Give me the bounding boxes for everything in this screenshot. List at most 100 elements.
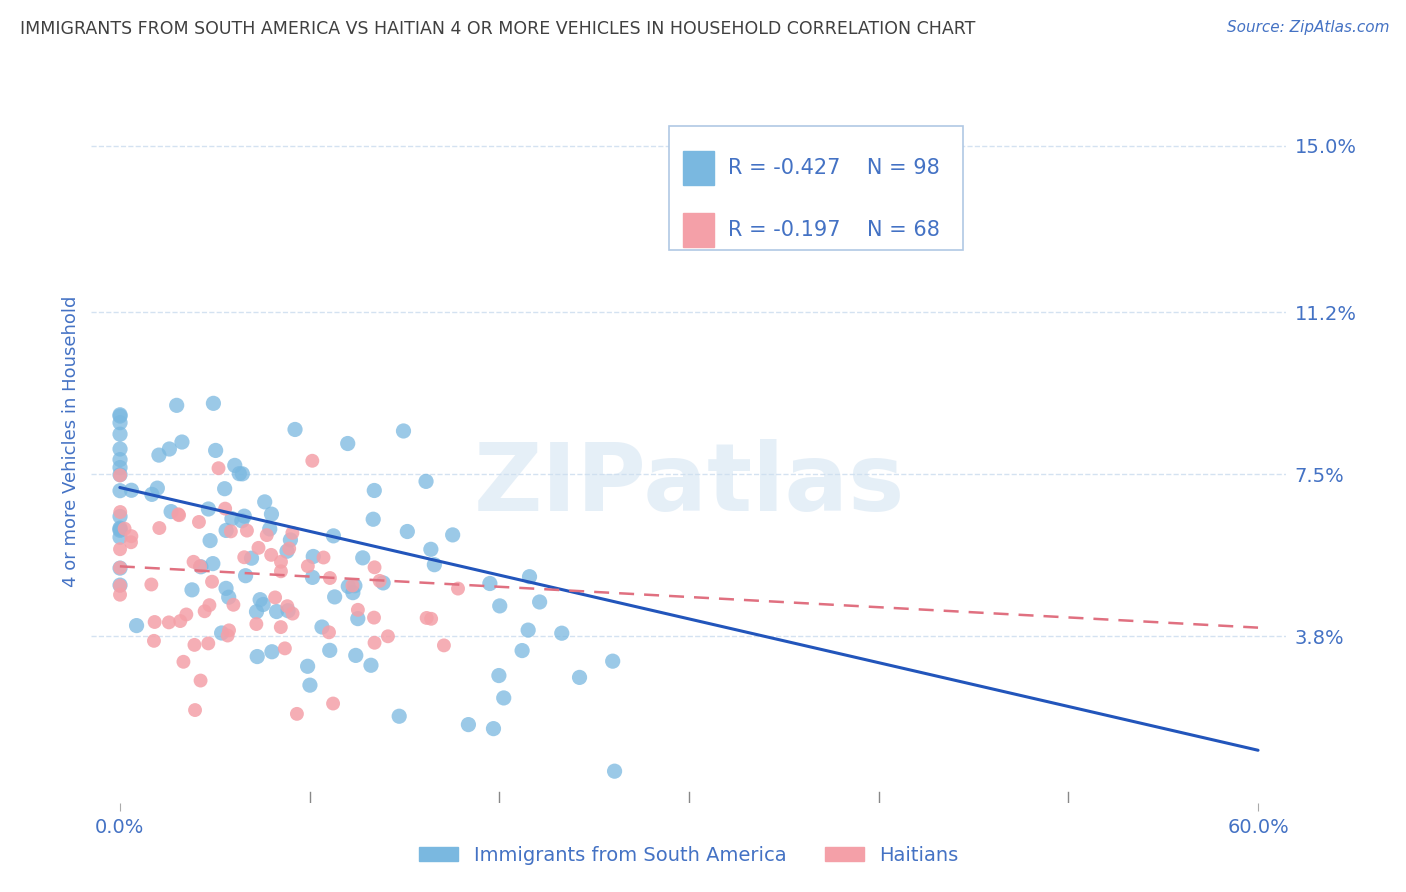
Point: [259, 522, 281, 536]
Point: [108, 483, 131, 498]
Point: [108, 452, 131, 467]
Point: [492, 690, 515, 705]
Point: [197, 636, 219, 650]
Point: [311, 620, 333, 634]
Point: [148, 448, 170, 462]
Point: [236, 524, 259, 538]
Point: [120, 535, 142, 549]
Point: [361, 512, 384, 526]
Point: [170, 435, 193, 450]
Point: [253, 495, 276, 509]
Text: R = -0.197    N = 68: R = -0.197 N = 68: [728, 220, 939, 240]
Point: [188, 559, 211, 574]
Point: [298, 678, 321, 692]
Point: [108, 408, 131, 422]
Point: [347, 603, 370, 617]
Point: [198, 533, 221, 548]
Point: [148, 521, 170, 535]
Point: [108, 588, 131, 602]
Point: [297, 559, 319, 574]
Point: [228, 467, 250, 481]
Y-axis label: 4 or more Vehicles in Household: 4 or more Vehicles in Household: [62, 296, 80, 587]
Point: [160, 505, 183, 519]
Text: ZIPatlas: ZIPatlas: [474, 439, 904, 531]
Point: [125, 618, 148, 632]
Point: [297, 659, 319, 673]
Point: [252, 598, 274, 612]
Point: [415, 611, 437, 625]
Point: [278, 541, 301, 556]
Point: [108, 542, 131, 557]
Text: Source: ZipAtlas.com: Source: ZipAtlas.com: [1226, 20, 1389, 35]
Point: [447, 582, 470, 596]
Point: [281, 607, 304, 621]
Point: [551, 626, 574, 640]
Point: [270, 555, 292, 569]
Text: IMMIGRANTS FROM SOUTH AMERICA VS HAITIAN 4 OR MORE VEHICLES IN HOUSEHOLD CORRELA: IMMIGRANTS FROM SOUTH AMERICA VS HAITIAN…: [20, 20, 974, 37]
Point: [323, 590, 346, 604]
Point: [108, 522, 131, 536]
Point: [270, 564, 292, 578]
Point: [336, 436, 359, 450]
Point: [302, 549, 325, 564]
Point: [568, 670, 591, 684]
Point: [120, 529, 142, 543]
Point: [280, 533, 302, 547]
Point: [143, 615, 166, 629]
Point: [224, 458, 246, 473]
Point: [166, 398, 188, 412]
Point: [343, 579, 366, 593]
Point: [419, 542, 441, 557]
Point: [233, 550, 256, 565]
Point: [108, 579, 131, 593]
Point: [167, 508, 190, 523]
Point: [245, 617, 267, 632]
Point: [157, 442, 180, 456]
Point: [157, 615, 180, 630]
Point: [108, 467, 131, 482]
Point: [482, 722, 505, 736]
Point: [183, 638, 205, 652]
Point: [214, 482, 236, 496]
Point: [276, 599, 298, 614]
Point: [141, 577, 163, 591]
Point: [277, 604, 299, 618]
Point: [198, 598, 221, 612]
Text: R = -0.427    N = 98: R = -0.427 N = 98: [728, 158, 939, 178]
Point: [194, 604, 217, 618]
Point: [108, 561, 131, 575]
Point: [108, 409, 131, 424]
Point: [215, 582, 238, 596]
Point: [184, 703, 207, 717]
Point: [207, 461, 229, 475]
Point: [396, 524, 419, 539]
Point: [377, 629, 399, 643]
Point: [108, 521, 131, 535]
Point: [344, 648, 367, 663]
Point: [120, 483, 142, 498]
Point: [363, 610, 385, 624]
Point: [457, 717, 479, 731]
Point: [211, 626, 233, 640]
Point: [215, 524, 238, 538]
Point: [270, 620, 292, 634]
Point: [183, 555, 205, 569]
Point: [388, 709, 411, 723]
Point: [478, 576, 501, 591]
Point: [197, 502, 219, 516]
Point: [319, 643, 342, 657]
Point: [488, 599, 510, 613]
Point: [172, 655, 194, 669]
Point: [108, 578, 131, 592]
Point: [322, 697, 344, 711]
Point: [202, 396, 225, 410]
Point: [260, 645, 283, 659]
Point: [274, 641, 297, 656]
Point: [301, 570, 323, 584]
Point: [264, 591, 287, 605]
Point: [240, 551, 263, 566]
Point: [602, 654, 624, 668]
Point: [346, 612, 368, 626]
Point: [342, 578, 364, 592]
Point: [141, 487, 163, 501]
